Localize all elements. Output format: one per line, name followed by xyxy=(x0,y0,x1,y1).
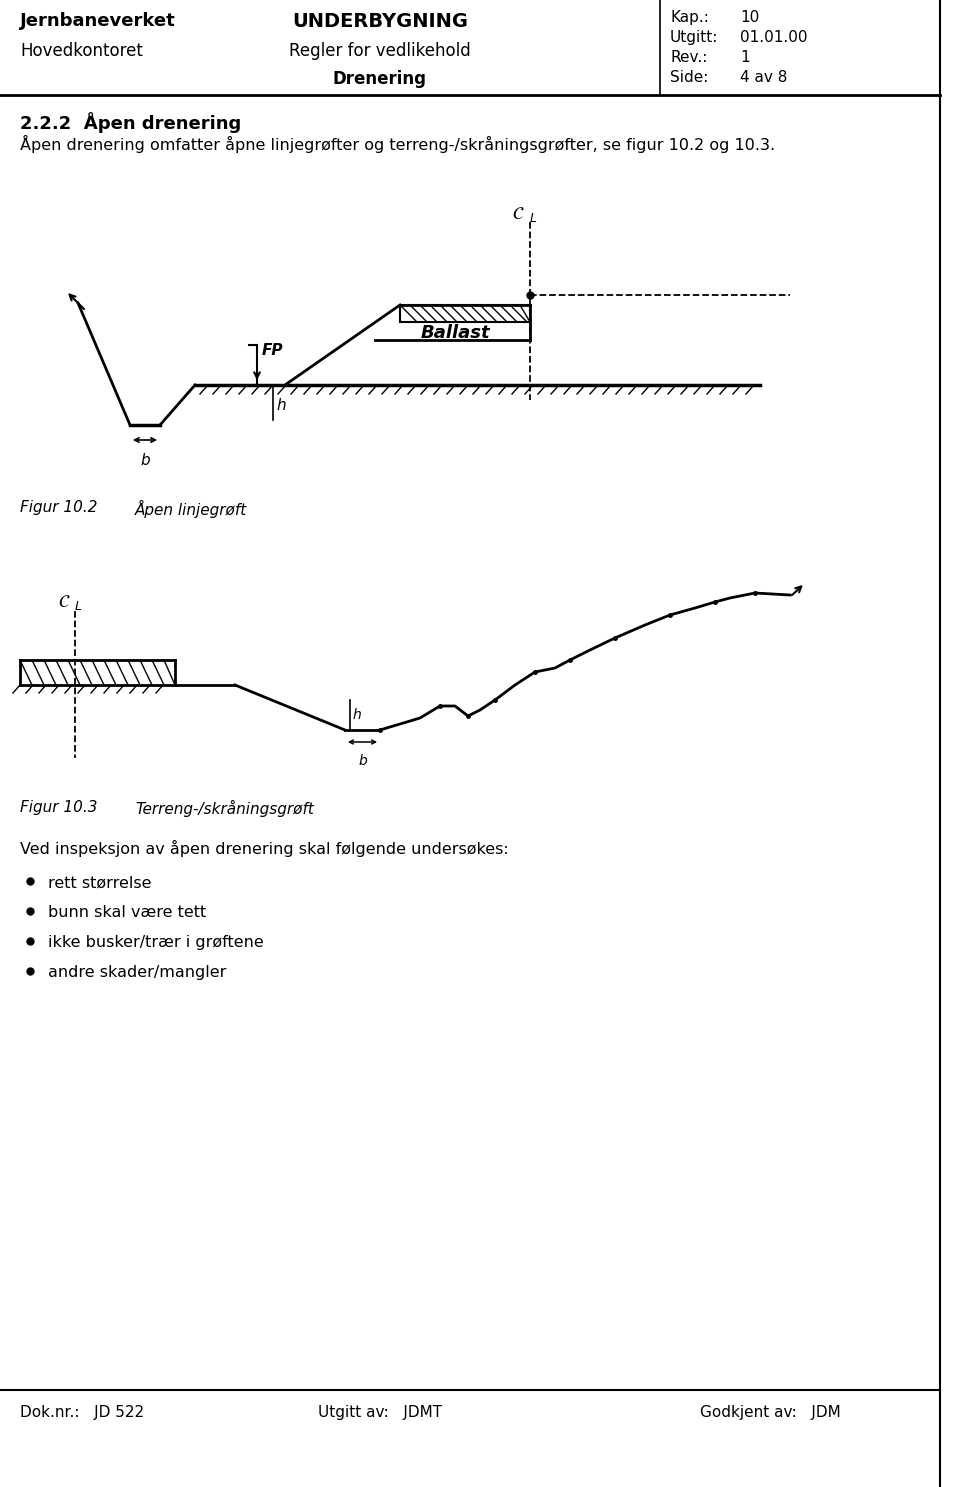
Text: bunn skal være tett: bunn skal være tett xyxy=(48,906,206,920)
Text: $\mathcal{C}$: $\mathcal{C}$ xyxy=(58,593,70,611)
Text: 2.2.2  Åpen drenering: 2.2.2 Åpen drenering xyxy=(20,112,241,132)
Text: b: b xyxy=(140,454,150,468)
Text: Dok.nr.:   JD 522: Dok.nr.: JD 522 xyxy=(20,1405,144,1420)
Text: Jernbaneverket: Jernbaneverket xyxy=(20,12,176,30)
Text: Rev.:: Rev.: xyxy=(670,51,708,65)
Text: h: h xyxy=(353,708,362,723)
Text: h: h xyxy=(276,397,286,412)
Text: Godkjent av:   JDM: Godkjent av: JDM xyxy=(700,1405,841,1420)
Text: L: L xyxy=(75,599,82,613)
Text: $\mathcal{C}$: $\mathcal{C}$ xyxy=(513,205,525,223)
Text: andre skader/mangler: andre skader/mangler xyxy=(48,965,227,980)
Text: UNDERBYGNING: UNDERBYGNING xyxy=(292,12,468,31)
Text: Åpen linjegrøft: Åpen linjegrøft xyxy=(135,500,248,517)
Text: 4 av 8: 4 av 8 xyxy=(740,70,787,85)
Text: Drenering: Drenering xyxy=(333,70,427,88)
Text: ikke busker/trær i grøftene: ikke busker/trær i grøftene xyxy=(48,935,264,950)
Text: Hovedkontoret: Hovedkontoret xyxy=(20,42,143,59)
Text: Kap.:: Kap.: xyxy=(670,10,708,25)
Text: Åpen drenering omfatter åpne linjegrøfter og terreng-/skråningsgrøfter, se figur: Åpen drenering omfatter åpne linjegrøfte… xyxy=(20,135,775,153)
Text: Side:: Side: xyxy=(670,70,708,85)
Text: Regler for vedlikehold: Regler for vedlikehold xyxy=(289,42,470,59)
Text: Ved inspeksjon av åpen drenering skal følgende undersøkes:: Ved inspeksjon av åpen drenering skal fø… xyxy=(20,840,509,857)
Text: Figur 10.3: Figur 10.3 xyxy=(20,800,98,815)
Text: 10: 10 xyxy=(740,10,759,25)
Text: Utgitt av:   JDMT: Utgitt av: JDMT xyxy=(318,1405,442,1420)
Text: Ballast: Ballast xyxy=(420,324,490,342)
Text: L: L xyxy=(530,213,537,225)
Text: 01.01.00: 01.01.00 xyxy=(740,30,807,45)
Text: Figur 10.2: Figur 10.2 xyxy=(20,500,98,515)
Polygon shape xyxy=(400,305,530,323)
Text: FP: FP xyxy=(262,343,283,358)
Text: Utgitt:: Utgitt: xyxy=(670,30,718,45)
Text: rett størrelse: rett størrelse xyxy=(48,874,152,891)
Text: Terreng-/skråningsgrøft: Terreng-/skråningsgrøft xyxy=(135,800,314,816)
Text: b: b xyxy=(358,754,367,767)
Text: 1: 1 xyxy=(740,51,750,65)
